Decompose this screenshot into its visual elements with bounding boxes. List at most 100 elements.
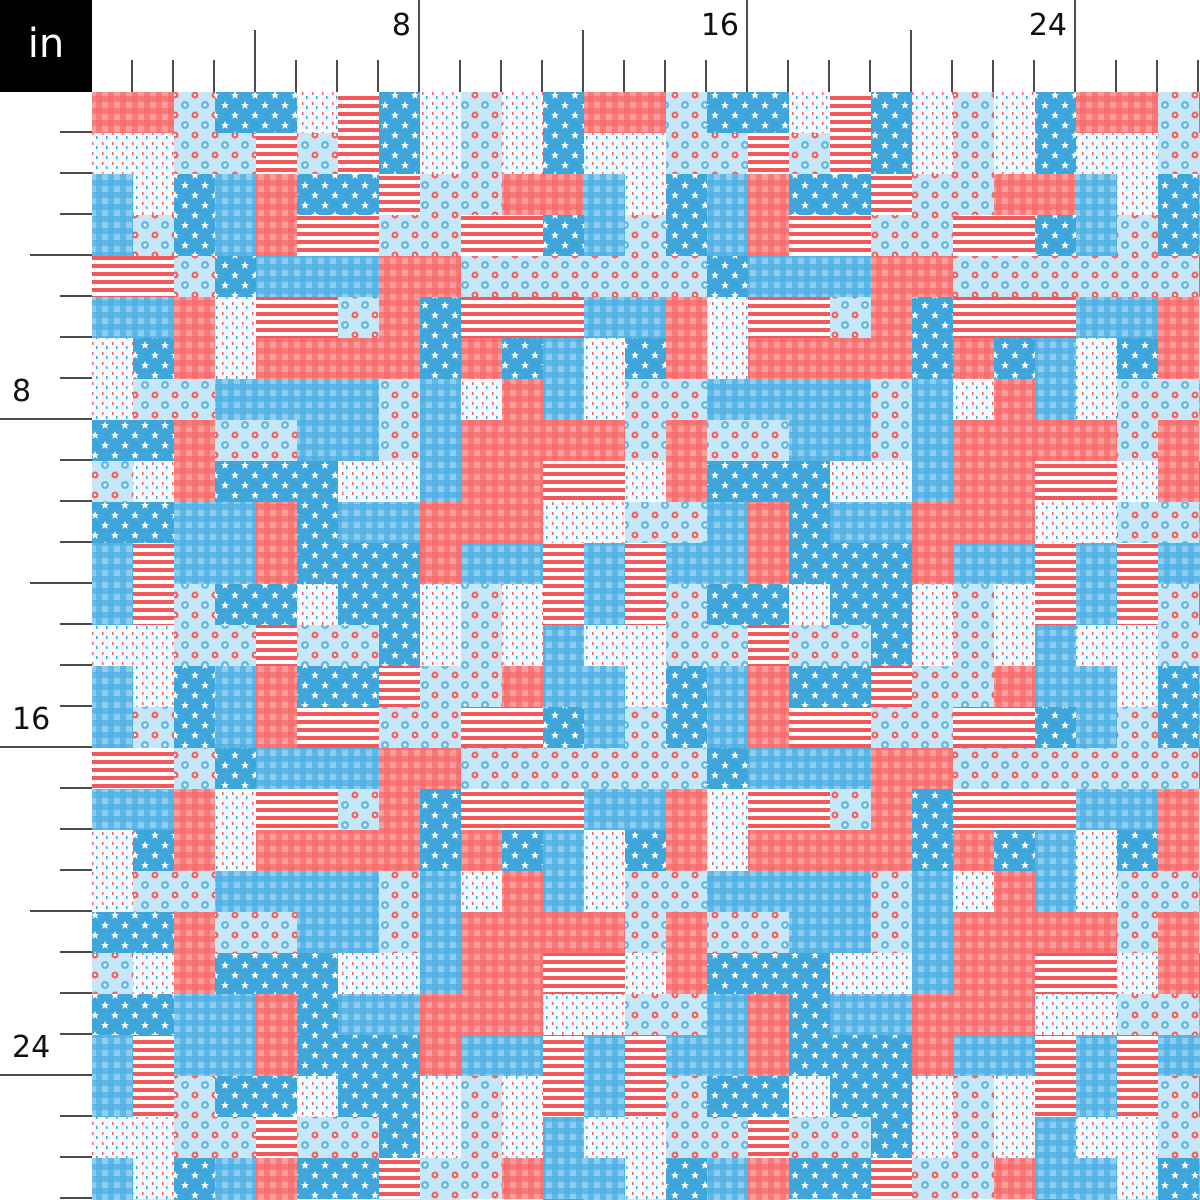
patch: [215, 1158, 256, 1200]
patch: [953, 912, 1035, 953]
patch: [994, 215, 1035, 256]
patch: [871, 1035, 912, 1076]
patch: [92, 420, 174, 461]
patch: [420, 994, 461, 1076]
patch: [871, 174, 912, 215]
patch: [666, 1076, 707, 1158]
patch: [584, 830, 625, 912]
patch: [953, 543, 1035, 584]
patch: [92, 789, 174, 830]
unit-box: [0, 0, 92, 92]
patch: [1117, 420, 1158, 461]
patch: [1076, 543, 1117, 625]
patch: [789, 543, 830, 584]
patch: [953, 584, 994, 666]
patch: [1158, 1076, 1199, 1158]
patch: [871, 215, 953, 256]
patch: [912, 174, 994, 215]
patch: [92, 461, 133, 502]
patch: [1117, 707, 1158, 748]
patch: [338, 92, 379, 174]
patch: [789, 174, 871, 215]
patch: [338, 297, 379, 338]
patch: [379, 297, 420, 379]
patch: [256, 502, 297, 543]
patch: [502, 1076, 543, 1117]
patch: [297, 666, 379, 707]
patch: [707, 789, 748, 871]
patch: [502, 625, 543, 666]
patch: [297, 133, 338, 174]
patch: [256, 256, 297, 297]
patch: [461, 92, 502, 174]
patch: [174, 1158, 215, 1200]
patch: [830, 830, 871, 871]
patch: [912, 584, 953, 666]
patch: [379, 256, 461, 297]
patch: [256, 625, 297, 666]
patch: [256, 174, 297, 256]
patch: [379, 584, 420, 666]
patch: [297, 1076, 338, 1117]
patch: [1158, 297, 1199, 379]
patch: [543, 461, 625, 502]
patch: [543, 1035, 584, 1117]
patch: [174, 1076, 215, 1158]
patch: [174, 912, 215, 994]
patch: [584, 133, 625, 174]
patch: [502, 215, 543, 256]
patch: [461, 953, 543, 994]
patch: [174, 256, 215, 297]
patch: [953, 1035, 1035, 1076]
patch: [215, 1117, 256, 1158]
patch: [707, 92, 789, 133]
patch: [625, 461, 666, 502]
patch: [133, 830, 174, 871]
patch: [92, 174, 133, 256]
patch: [584, 92, 666, 133]
patch: [871, 543, 912, 584]
patch: [461, 707, 502, 748]
patch: [953, 748, 1035, 789]
patch: [338, 830, 379, 871]
patch: [338, 461, 420, 502]
patch: [953, 297, 994, 338]
patch: [543, 748, 625, 789]
patch: [461, 871, 502, 912]
patch: [1117, 953, 1158, 994]
patch: [297, 215, 379, 256]
patch: [461, 789, 502, 830]
patch: [256, 748, 297, 789]
patch: [1158, 1035, 1199, 1076]
patch: [379, 666, 420, 707]
patch: [625, 1035, 666, 1117]
patch: [1117, 1035, 1158, 1117]
patch: [1158, 174, 1199, 256]
patch: [994, 707, 1035, 748]
patch: [502, 1158, 543, 1199]
patch: [871, 584, 912, 666]
patch: [994, 1158, 1035, 1199]
patch: [871, 1076, 912, 1158]
patch: [92, 953, 133, 994]
patch: [994, 338, 1035, 379]
patch: [625, 338, 666, 379]
patch: [748, 502, 789, 543]
patch: [215, 461, 297, 502]
patch: [174, 584, 215, 666]
patch: [953, 1076, 994, 1158]
patch: [789, 461, 830, 543]
patch: [748, 625, 789, 666]
patch: [1158, 543, 1199, 584]
patch: [994, 789, 1076, 830]
patch: [338, 789, 379, 830]
patch: [174, 994, 215, 1076]
patch: [1076, 174, 1117, 256]
patch: [92, 1035, 133, 1117]
patch: [92, 625, 133, 666]
patch: [994, 174, 1076, 215]
patch: [871, 666, 912, 707]
patch: [297, 420, 379, 461]
patch: [379, 543, 420, 584]
